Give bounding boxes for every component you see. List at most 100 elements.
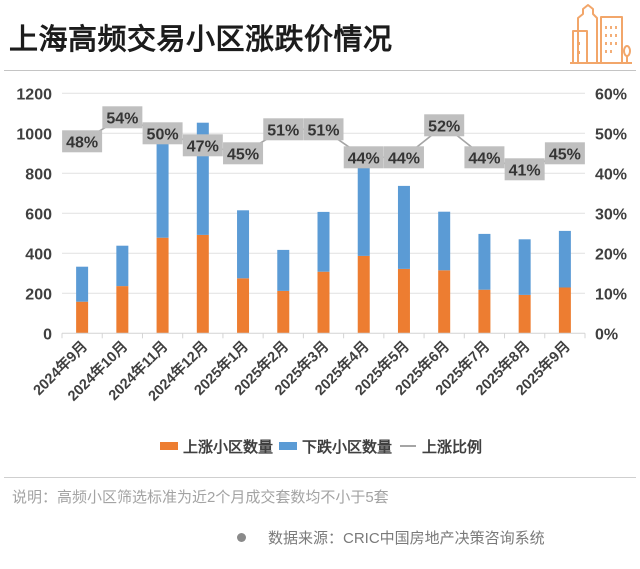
ratio-data-label: 41% (504, 158, 545, 181)
ratio-label-text: 48% (66, 134, 98, 151)
ratio-label-text: 54% (106, 110, 138, 127)
chart-legend: 上涨小区数量 下跌小区数量 上涨比例 (160, 436, 488, 457)
y-right-tick-label: 0% (595, 326, 618, 343)
ratio-label-box (263, 118, 304, 141)
bar-falling (478, 233, 491, 290)
ratio-label-text: 51% (307, 122, 339, 139)
ratio-label-box (424, 114, 465, 137)
legend-swatch-falling (279, 442, 298, 450)
bar-rising (317, 271, 330, 334)
legend-item-ratio: 上涨比例 (398, 436, 482, 457)
legend-item-falling: 下跌小区数量 (279, 436, 392, 457)
legend-swatch-rising (160, 442, 178, 450)
bar-rising (518, 294, 531, 334)
bar-falling (237, 210, 250, 279)
bar-rising (357, 255, 370, 334)
y-left-tick-label: 400 (25, 246, 52, 263)
ratio-data-label: 54% (102, 106, 143, 129)
footnote: 说明：高频小区筛选标准为近2个月成交套数均不小于5套 (12, 489, 389, 506)
bar-rising (478, 289, 491, 334)
bar-falling (317, 211, 330, 272)
ratio-data-label: 47% (182, 134, 223, 157)
city-buildings-icon (570, 4, 632, 64)
ratio-data-label: 45% (223, 142, 264, 165)
bar-falling (156, 142, 169, 238)
ratio-label-box (303, 118, 344, 141)
ratio-label-text: 44% (468, 150, 500, 167)
ratio-label-text: 45% (227, 146, 259, 163)
ratio-data-label: 44% (383, 146, 424, 169)
legend-item-rising: 上涨小区数量 (160, 436, 273, 457)
bar-rising (438, 270, 451, 334)
bar-falling (277, 249, 290, 291)
y-left-tick-label: 800 (25, 166, 52, 183)
bar-falling (518, 239, 531, 295)
ratio-data-label: 51% (263, 118, 304, 141)
bar-rising (116, 286, 129, 334)
y-right-tick-label: 50% (595, 126, 627, 143)
ratio-label-box (504, 158, 545, 181)
y-left-tick-label: 200 (25, 286, 52, 303)
combo-chart: 48% 54% 50% 47% 45% 51% 51% 44% 44% 52% 44% 41% 45% 0… (16, 86, 627, 404)
ratio-label-text: 44% (388, 150, 420, 167)
y-right-tick-label: 30% (595, 206, 627, 223)
legend-swatch-ratio-line (400, 445, 417, 447)
title-divider (4, 70, 636, 71)
y-left-tick-label: 1200 (16, 86, 52, 103)
ratio-data-label: 44% (464, 146, 505, 169)
ratio-label-box (223, 142, 264, 165)
bar-falling (438, 211, 451, 271)
bar-falling (397, 185, 410, 269)
y-left-tick-label: 1000 (16, 126, 52, 143)
ratio-label-text: 41% (509, 162, 541, 179)
bar-falling (116, 245, 129, 287)
x-axis-labels: 2024年9月2024年10月2024年11月2024年12月2025年1月20… (29, 337, 574, 404)
ratio-label-box (464, 146, 505, 169)
y-left-tick-label: 0 (43, 326, 52, 343)
y-right-tick-label: 60% (595, 86, 627, 103)
ratio-label-text: 44% (348, 150, 380, 167)
y-axis-right: 0% 10% 20% 30% 40% 50% 60% (595, 86, 627, 343)
ratio-label-box (383, 146, 424, 169)
chart-title: 上海高频交易小区涨跌价情况 (9, 24, 393, 56)
bar-rising (76, 301, 89, 334)
bar-rising (237, 278, 250, 334)
bar-rising (558, 287, 571, 334)
ratio-label-box (62, 130, 103, 153)
legend-label-rising: 上涨小区数量 (183, 438, 274, 456)
ratio-data-label: 45% (544, 142, 585, 165)
ratio-label-text: 45% (549, 146, 581, 163)
x-axis (61, 332, 586, 339)
legend-label-ratio: 上涨比例 (422, 438, 483, 456)
bar-falling (76, 266, 89, 302)
y-right-tick-label: 40% (595, 166, 627, 183)
bar-falling (558, 230, 571, 288)
y-axis-left: 0 200 400 600 800 1000 1200 (16, 86, 52, 343)
ratio-data-label: 51% (303, 118, 344, 141)
ratio-label-box (544, 142, 585, 165)
bar-rising (277, 290, 290, 334)
legend-label-falling: 下跌小区数量 (302, 438, 393, 456)
ratio-data-label: 48% (62, 130, 103, 153)
ratio-label-box (182, 134, 223, 157)
ratio-label-text: 51% (267, 122, 299, 139)
ratio-label-text: 47% (187, 138, 219, 155)
data-source: 数据来源：CRIC中国房地产决策咨询系统 (237, 527, 545, 548)
ratio-label-text: 50% (147, 126, 179, 143)
ratio-label-box (102, 106, 143, 129)
bar-rising (156, 237, 169, 334)
ratio-data-label: 44% (343, 146, 384, 169)
ratio-label-box (343, 146, 384, 169)
ratio-label-text: 52% (428, 118, 460, 135)
ratio-label-box (142, 122, 183, 145)
footer-divider (4, 477, 636, 478)
y-right-tick-label: 20% (595, 246, 627, 263)
bar-rising (196, 234, 209, 334)
ratio-data-label: 52% (424, 114, 465, 137)
data-source-text: 数据来源：CRIC中国房地产决策咨询系统 (268, 530, 545, 547)
ratio-data-labels: 48% 54% 50% 47% 45% 51% 51% 44% 44% 52% 44% 41% 45% (62, 106, 585, 181)
bullet-dot-icon (237, 533, 246, 542)
y-left-tick-label: 600 (25, 206, 52, 223)
ratio-data-label: 50% (142, 122, 183, 145)
y-right-tick-label: 10% (595, 286, 627, 303)
